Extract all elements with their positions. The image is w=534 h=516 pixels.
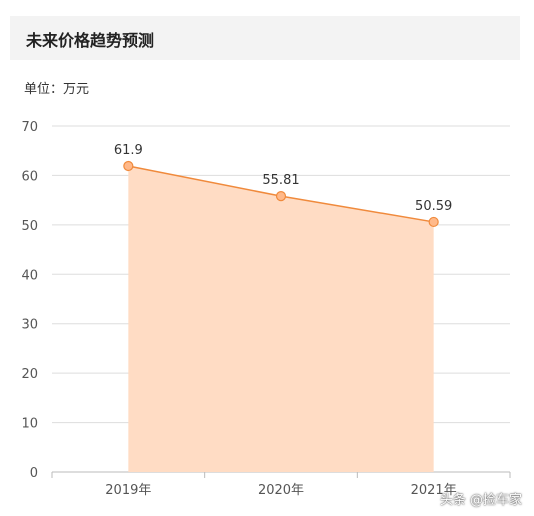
y-tick-label: 70 bbox=[21, 120, 38, 135]
y-tick-label: 0 bbox=[30, 466, 38, 481]
y-tick-label: 30 bbox=[21, 318, 38, 333]
unit-label: 单位：万元 bbox=[24, 82, 90, 97]
y-tick-label: 40 bbox=[21, 268, 38, 283]
series-area-fill bbox=[128, 166, 434, 472]
data-label: 55.81 bbox=[262, 173, 299, 188]
chart-title: 未来价格趋势预测 bbox=[26, 31, 155, 50]
x-tick-label: 2021年 bbox=[411, 483, 457, 498]
x-tick-label: 2020年 bbox=[258, 483, 304, 498]
y-tick-label: 60 bbox=[21, 169, 38, 184]
y-tick-label: 50 bbox=[21, 219, 38, 234]
y-tick-label: 20 bbox=[21, 367, 38, 382]
data-point bbox=[275, 191, 287, 202]
x-tick-label: 2019年 bbox=[105, 483, 151, 498]
data-label: 61.9 bbox=[114, 143, 143, 158]
data-label: 50.59 bbox=[415, 199, 452, 214]
data-point bbox=[123, 160, 134, 172]
chart-header: 未来价格趋势预测 bbox=[10, 16, 520, 60]
watermark-text: 头条 @捡车家 bbox=[439, 493, 522, 508]
y-tick-label: 10 bbox=[21, 417, 38, 432]
data-point bbox=[428, 216, 439, 228]
